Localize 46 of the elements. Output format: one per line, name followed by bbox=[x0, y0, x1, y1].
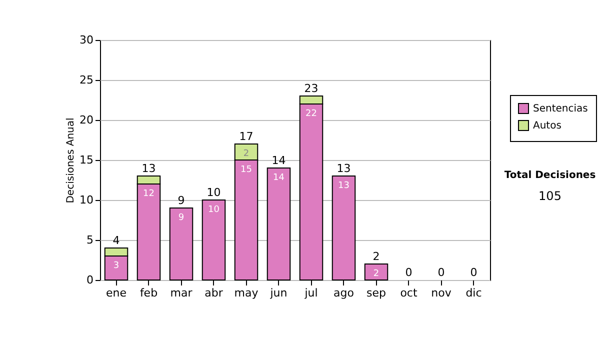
total-label: 10 bbox=[206, 186, 221, 199]
legend-label: Sentencias bbox=[533, 104, 588, 114]
total-label: 0 bbox=[470, 266, 478, 279]
total-label: 9 bbox=[178, 194, 185, 207]
legend-label: Autos bbox=[533, 120, 562, 132]
total-label: 4 bbox=[112, 234, 120, 247]
y-tick-label: 30 bbox=[80, 34, 94, 46]
x-tick-label: nov bbox=[431, 286, 452, 300]
x-tick-label: dic bbox=[466, 286, 482, 300]
data-label: 9 bbox=[178, 213, 184, 223]
data-label: 2 bbox=[243, 149, 250, 159]
x-tick-label: ago bbox=[334, 286, 354, 300]
total-label: 17 bbox=[239, 130, 254, 143]
y-tick-label: 15 bbox=[80, 154, 94, 166]
x-tick-label: oct bbox=[400, 286, 418, 300]
data-label: 3 bbox=[113, 261, 120, 271]
total-label: 13 bbox=[336, 162, 351, 175]
total-label: 13 bbox=[142, 162, 156, 175]
y-tick-label: 5 bbox=[86, 234, 94, 246]
data-label: 2 bbox=[373, 269, 380, 279]
total-label: 14 bbox=[272, 154, 286, 167]
x-tick-label: mar bbox=[170, 286, 193, 300]
data-label: 15 bbox=[240, 165, 252, 175]
text: Total Decisiones bbox=[503, 170, 597, 181]
total-label: 0 bbox=[438, 266, 445, 279]
x-tick-label: jun bbox=[269, 286, 288, 300]
data-label: 12 bbox=[143, 189, 154, 199]
data-label: 13 bbox=[338, 181, 350, 191]
data-label: 10 bbox=[208, 205, 220, 215]
data-label: 22 bbox=[306, 109, 317, 119]
total-label: 0 bbox=[405, 266, 412, 279]
y-tick-label: 25 bbox=[80, 74, 94, 86]
y-tick-label: 20 bbox=[80, 114, 94, 126]
total-label: 2 bbox=[372, 250, 380, 263]
x-tick-label: sep bbox=[366, 286, 386, 300]
x-tick-label: ene bbox=[106, 286, 127, 300]
x-tick-label: abr bbox=[204, 286, 224, 300]
x-tick-label: jul bbox=[304, 286, 318, 300]
y-tick-label: 10 bbox=[80, 194, 94, 206]
y-tick-label: 0 bbox=[86, 274, 94, 286]
x-tick-label: may bbox=[234, 286, 259, 300]
total-label: 23 bbox=[304, 82, 318, 95]
data-label: 14 bbox=[273, 173, 285, 183]
text: 105 bbox=[538, 189, 562, 203]
x-tick-label: feb bbox=[140, 286, 158, 300]
y-axis-title: Decisiones Anual bbox=[66, 118, 77, 204]
